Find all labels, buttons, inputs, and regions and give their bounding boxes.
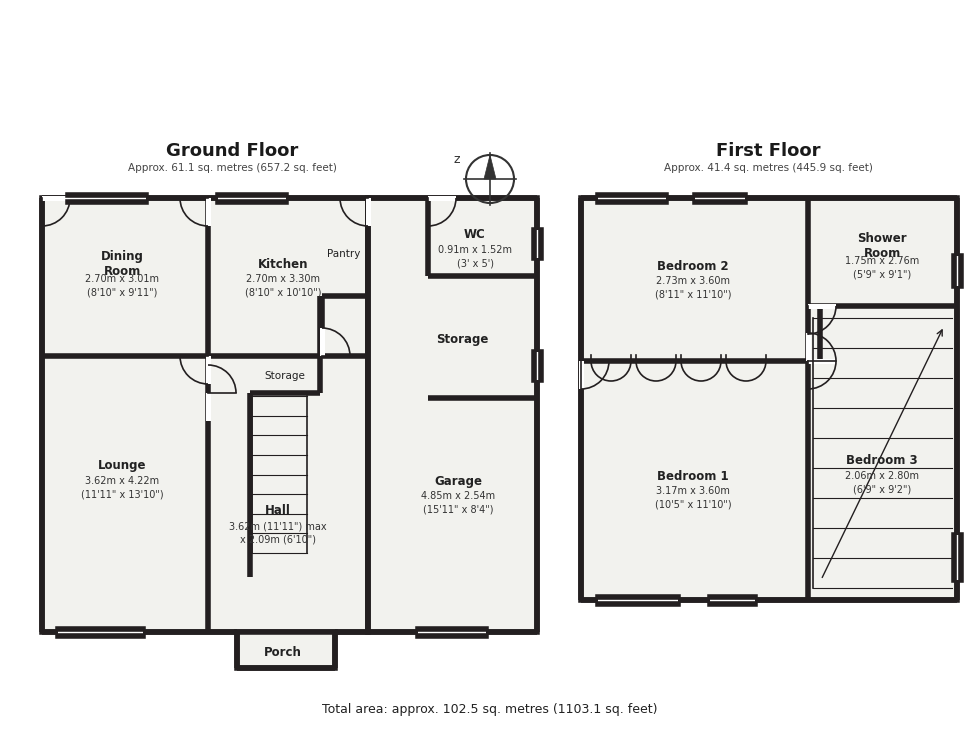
Text: Dining
Room: Dining Room — [101, 250, 143, 278]
Bar — [808, 303, 836, 309]
Text: Bedroom 3: Bedroom 3 — [846, 454, 918, 468]
Text: Bedroom 1: Bedroom 1 — [658, 469, 729, 482]
Bar — [237, 632, 335, 668]
Bar — [533, 352, 541, 380]
Bar — [710, 596, 755, 604]
Bar — [42, 198, 368, 632]
Bar — [533, 230, 541, 258]
Text: 0.91m x 1.52m
(3' x 5'): 0.91m x 1.52m (3' x 5') — [438, 246, 512, 269]
Bar — [218, 195, 286, 201]
Text: Bedroom 2: Bedroom 2 — [658, 260, 729, 273]
Bar — [368, 198, 537, 632]
Text: Shower
Room: Shower Room — [858, 232, 906, 260]
Text: Approx. 41.4 sq. metres (445.9 sq. feet): Approx. 41.4 sq. metres (445.9 sq. feet) — [663, 163, 872, 173]
Text: Lounge: Lounge — [98, 460, 146, 472]
Text: 2.73m x 3.60m
(8'11" x 11'10"): 2.73m x 3.60m (8'11" x 11'10") — [655, 276, 731, 300]
Bar — [806, 333, 810, 361]
Text: Ground Floor: Ground Floor — [166, 142, 298, 160]
Bar — [206, 198, 211, 226]
Text: z: z — [453, 153, 460, 166]
Text: Storage: Storage — [265, 371, 306, 381]
Polygon shape — [484, 155, 496, 179]
Text: Garage: Garage — [434, 475, 482, 487]
Text: 2.70m x 3.30m
(8'10" x 10'10"): 2.70m x 3.30m (8'10" x 10'10") — [245, 274, 321, 297]
Bar — [581, 198, 957, 600]
Text: 2.70m x 3.01m
(8'10" x 9'11"): 2.70m x 3.01m (8'10" x 9'11") — [85, 274, 159, 297]
Text: Kitchen: Kitchen — [258, 258, 309, 270]
Text: Storage: Storage — [436, 333, 488, 345]
Text: Hall: Hall — [265, 505, 291, 517]
Bar — [954, 535, 960, 580]
Text: Approx. 61.1 sq. metres (657.2 sq. feet): Approx. 61.1 sq. metres (657.2 sq. feet) — [127, 163, 336, 173]
Text: Porch: Porch — [264, 647, 302, 659]
Text: 4.85m x 2.54m
(15'11" x 8'4"): 4.85m x 2.54m (15'11" x 8'4") — [421, 491, 495, 514]
Bar — [42, 195, 70, 201]
Bar — [366, 198, 370, 226]
Bar — [954, 256, 960, 286]
Bar — [578, 361, 583, 389]
Bar — [206, 393, 211, 421]
Bar — [808, 358, 836, 363]
Bar — [68, 195, 146, 201]
Bar — [58, 629, 143, 635]
Text: 3.17m x 3.60m
(10'5" x 11'10"): 3.17m x 3.60m (10'5" x 11'10") — [655, 487, 731, 510]
Text: 1.75m x 2.76m
(5'9" x 9'1"): 1.75m x 2.76m (5'9" x 9'1") — [845, 256, 919, 279]
Text: First Floor: First Floor — [715, 142, 820, 160]
Text: 2.06m x 2.80m
(6'9" x 9'2"): 2.06m x 2.80m (6'9" x 9'2") — [845, 472, 919, 495]
Bar — [695, 195, 745, 201]
Bar — [418, 629, 486, 635]
Bar — [598, 195, 666, 201]
Text: Total area: approx. 102.5 sq. metres (1103.1 sq. feet): Total area: approx. 102.5 sq. metres (11… — [322, 702, 658, 716]
Text: Pantry: Pantry — [327, 249, 361, 259]
Text: 3.62m (11'11") max
x 2.09m (6'10"): 3.62m (11'11") max x 2.09m (6'10") — [229, 521, 326, 544]
Text: WC: WC — [465, 228, 486, 242]
Bar — [598, 596, 678, 604]
Bar — [428, 195, 456, 201]
Bar — [206, 356, 211, 384]
Text: 3.62m x 4.22m
(11'11" x 13'10"): 3.62m x 4.22m (11'11" x 13'10") — [80, 476, 164, 499]
Bar — [319, 328, 324, 356]
